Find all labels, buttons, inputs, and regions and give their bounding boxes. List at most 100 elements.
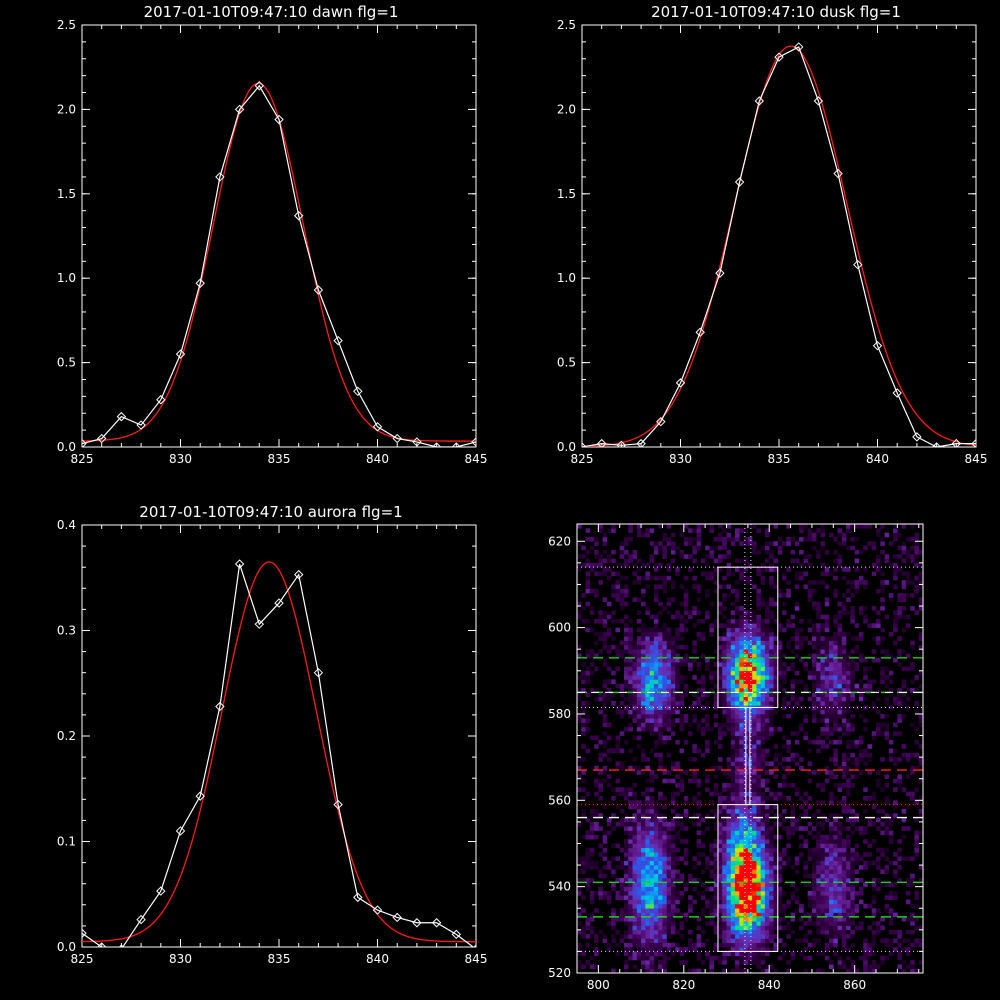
- heatmap-cell: [641, 895, 646, 900]
- heatmap-cell: [653, 903, 659, 909]
- measured-line: [82, 563, 475, 947]
- heatmap-cell: [829, 692, 834, 697]
- heatmap-cell: [752, 813, 757, 818]
- heatmap-cell: [910, 722, 915, 728]
- heatmap-cell: [747, 541, 753, 546]
- heatmap-cell: [628, 830, 633, 836]
- heatmap-cell: [811, 873, 817, 879]
- heatmap-cell: [820, 532, 826, 538]
- heatmap-cell: [905, 878, 911, 883]
- heatmap-cell: [666, 770, 672, 775]
- heatmap-cell: [730, 916, 736, 922]
- heatmap-cell: [641, 873, 646, 879]
- heatmap-cell: [602, 618, 608, 624]
- heatmap-cell: [658, 878, 663, 883]
- heatmap-cell: [760, 567, 766, 572]
- heatmap-cell: [747, 955, 753, 961]
- heatmap-cell: [594, 640, 599, 646]
- heatmap-cell: [914, 787, 920, 792]
- heatmap-cell: [602, 623, 608, 628]
- heatmap-cell: [764, 653, 770, 659]
- heatmap-cell: [743, 912, 749, 918]
- heatmap-cell: [871, 895, 877, 900]
- heatmap-cell: [816, 554, 821, 559]
- heatmap-cell: [910, 606, 915, 611]
- heatmap-cell: [756, 627, 761, 633]
- heatmap-cell: [893, 804, 898, 810]
- heatmap-cell: [910, 640, 915, 646]
- heatmap-cell: [730, 571, 736, 577]
- heatmap-cell: [726, 916, 732, 922]
- heatmap-cell: [790, 865, 796, 870]
- heatmap-cell: [893, 584, 898, 590]
- heatmap-cell: [683, 808, 689, 814]
- heatmap-cell: [824, 705, 830, 710]
- heatmap-cell: [598, 709, 603, 715]
- heatmap-cell: [777, 653, 783, 659]
- heatmap-cell: [623, 921, 629, 926]
- heatmap-cell: [641, 852, 646, 857]
- heatmap-cell: [675, 847, 680, 853]
- heatmap-cell: [876, 657, 881, 663]
- heatmap-cell: [833, 783, 838, 788]
- heatmap-cell: [769, 839, 774, 844]
- heatmap-cell: [628, 955, 633, 961]
- heatmap-cell: [820, 903, 826, 909]
- heatmap-cell: [743, 640, 749, 646]
- heatmap-cell: [623, 558, 629, 564]
- heatmap-cell: [773, 584, 779, 590]
- heatmap-cell: [641, 705, 646, 710]
- heatmap-cell: [905, 653, 911, 659]
- heatmap-cell: [670, 808, 676, 814]
- heatmap-cell: [636, 765, 642, 771]
- heatmap-cell: [662, 847, 667, 853]
- heatmap-cell: [794, 631, 800, 637]
- heatmap-cell: [858, 739, 864, 745]
- heatmap-cell: [722, 942, 727, 948]
- heatmap-cell: [876, 610, 881, 615]
- heatmap-cell: [790, 821, 796, 827]
- heatmap-cell: [641, 770, 646, 775]
- heatmap-cell: [645, 830, 650, 836]
- heatmap-cell: [833, 618, 838, 624]
- heatmap-cell: [713, 813, 719, 818]
- heatmap-cell: [850, 890, 855, 896]
- heatmap-cell: [893, 575, 898, 581]
- heatmap-cell: [841, 610, 847, 615]
- heatmap-cell: [786, 757, 791, 762]
- heatmap-cell: [850, 618, 855, 624]
- heatmap-cell: [794, 670, 800, 676]
- heatmap-cell: [653, 834, 659, 840]
- x-tick-label: 800: [587, 978, 610, 992]
- heatmap-cell: [897, 778, 902, 784]
- heatmap-cell: [833, 536, 838, 542]
- heatmap-cell: [662, 739, 667, 745]
- heatmap-cell: [846, 688, 851, 693]
- heatmap-cell: [863, 761, 868, 767]
- heatmap-cell: [816, 649, 821, 654]
- heatmap-cell: [666, 662, 672, 667]
- heatmap-cell: [594, 834, 599, 840]
- heatmap-cell: [722, 878, 727, 883]
- heatmap-cell: [752, 869, 757, 874]
- heatmap-cell: [666, 597, 672, 603]
- heatmap-cell: [764, 882, 770, 887]
- heatmap-cell: [764, 631, 770, 637]
- heatmap-cell: [743, 852, 749, 857]
- heatmap-cell: [905, 696, 911, 702]
- heatmap-cell: [679, 873, 685, 879]
- heatmap-cell: [837, 826, 843, 831]
- heatmap-cell: [764, 886, 770, 892]
- heatmap-cell: [653, 899, 659, 905]
- heatmap-cell: [858, 748, 864, 754]
- heatmap-cell: [893, 787, 898, 792]
- heatmap-cell: [837, 722, 843, 728]
- heatmap-cell: [730, 804, 736, 810]
- heatmap-cell: [717, 813, 723, 818]
- heatmap-cell: [841, 731, 847, 736]
- heatmap-cell: [709, 873, 714, 879]
- heatmap-cell: [773, 692, 779, 697]
- heatmap-cell: [824, 770, 830, 775]
- heatmap-cell: [824, 601, 830, 607]
- heatmap-cell: [752, 908, 757, 913]
